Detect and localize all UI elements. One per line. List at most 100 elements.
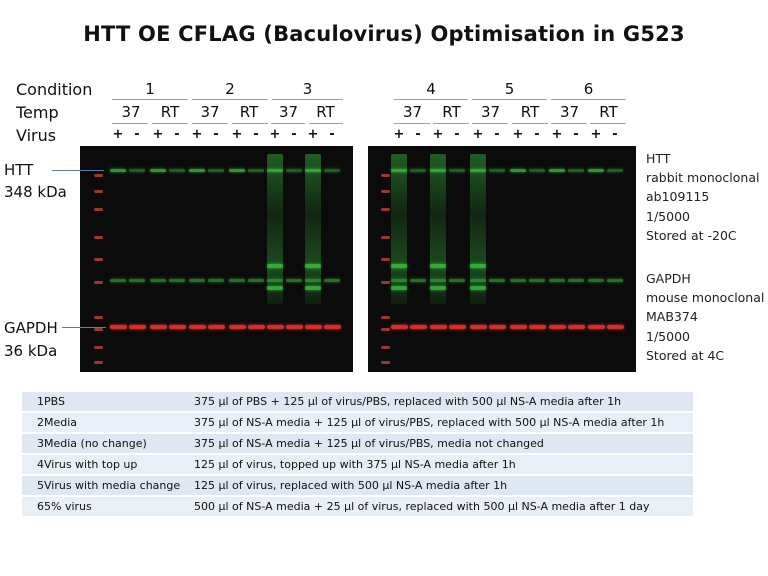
ladder-marker	[94, 328, 103, 331]
gapdh-band	[150, 325, 167, 329]
legend-row: 3 Media (no change) 375 µl of NS-A media…	[22, 434, 693, 453]
gapdh-band	[470, 325, 487, 329]
ladder-marker	[381, 328, 390, 331]
temp-underline	[512, 123, 548, 124]
legend-row: 2 Media 375 µl of NS-A media + 125 µl of…	[22, 413, 693, 432]
htt-smear	[430, 154, 446, 304]
ladder-marker	[381, 316, 390, 319]
gapdh-band	[510, 325, 527, 329]
gapdh-size-label: 36 kDa	[4, 342, 58, 360]
gapdh-antibody-target: GAPDH	[646, 271, 691, 286]
temp-row-label: Temp	[16, 103, 59, 122]
ladder-marker	[381, 236, 390, 239]
gapdh-green-band	[510, 279, 526, 282]
htt-antibody-type: rabbit monoclonal	[646, 170, 760, 186]
htt-fragment-band	[470, 286, 486, 290]
gapdh-band	[607, 325, 624, 329]
condition-6-label: 6	[583, 80, 594, 98]
virus-sign: +	[112, 127, 124, 142]
gapdh-green-band	[489, 279, 505, 282]
htt-band	[229, 169, 245, 172]
gapdh-green-band	[449, 279, 465, 282]
gapdh-label: GAPDH	[4, 319, 58, 337]
gapdh-band	[568, 325, 585, 329]
legend-condition-name: Virus with top up	[44, 455, 186, 474]
gapdh-green-band	[430, 279, 446, 282]
gapdh-green-band	[305, 279, 321, 282]
gapdh-green-band	[529, 279, 545, 282]
gapdh-green-band	[324, 279, 340, 282]
gapdh-band	[169, 325, 186, 329]
htt-band	[110, 169, 126, 172]
htt-band	[607, 169, 623, 172]
legend-condition-name: 5% virus	[44, 497, 186, 516]
ladder-marker	[94, 236, 103, 239]
gapdh-band	[305, 325, 322, 329]
htt-band	[324, 169, 340, 172]
gapdh-band	[391, 325, 408, 329]
ladder-marker	[94, 208, 103, 211]
temp-underline	[590, 123, 626, 124]
gapdh-band	[529, 325, 546, 329]
gapdh-antibody-storage: Stored at 4C	[646, 347, 725, 363]
htt-pointer-line	[52, 170, 104, 171]
blot-right-panel	[368, 146, 636, 372]
temp-label: 37	[402, 103, 423, 121]
ladder-marker	[381, 258, 390, 261]
gapdh-pointer-line	[62, 327, 106, 328]
legend-number: 5	[22, 476, 44, 495]
htt-size-label: 348 kDa	[4, 183, 67, 201]
htt-band	[248, 169, 264, 172]
htt-antibody-info: HTT rabbit monoclonal ab109115 1/5000 St…	[646, 149, 759, 245]
htt-band	[470, 169, 486, 172]
virus-sign: +	[432, 127, 444, 142]
ladder-marker	[94, 258, 103, 261]
virus-sign: -	[253, 127, 259, 142]
ladder-marker	[381, 346, 390, 349]
gapdh-band	[129, 325, 146, 329]
condition-6-underline	[551, 99, 626, 100]
htt-fragment-band	[391, 264, 407, 268]
htt-antibody-storage: Stored at -20C	[646, 227, 737, 243]
htt-band	[169, 169, 185, 172]
gapdh-green-band	[410, 279, 426, 282]
gapdh-green-band	[286, 279, 302, 282]
gapdh-band	[208, 325, 225, 329]
virus-row-label: Virus	[16, 126, 57, 145]
gapdh-green-band	[129, 279, 145, 282]
gapdh-band	[430, 325, 447, 329]
htt-fragment-band	[305, 264, 321, 268]
condition-legend-table: 1 PBS 375 µl of PBS + 125 µl of virus/PB…	[22, 390, 693, 518]
htt-band	[129, 169, 145, 172]
gapdh-band	[489, 325, 506, 329]
htt-band	[286, 169, 302, 172]
htt-smear	[305, 154, 321, 304]
gapdh-green-band	[568, 279, 584, 282]
htt-antibody-dilution: 1/5000	[646, 208, 690, 224]
condition-5-underline	[472, 99, 547, 100]
temp-label: RT	[442, 103, 461, 121]
temp-underline	[433, 123, 469, 124]
ladder-marker	[381, 281, 390, 284]
temp-label: RT	[316, 103, 335, 121]
gapdh-green-band	[470, 279, 486, 282]
temp-underline	[232, 123, 268, 124]
virus-sign: -	[174, 127, 180, 142]
condition-1-underline	[112, 99, 188, 100]
ladder-marker	[381, 208, 390, 211]
gapdh-antibody-catalog: MAB374	[646, 309, 698, 325]
temp-underline	[394, 123, 430, 124]
temp-label: RT	[520, 103, 540, 121]
virus-sign: +	[512, 127, 524, 142]
condition-4-label: 4	[426, 80, 436, 98]
virus-sign: -	[454, 127, 460, 142]
legend-row: 5 Virus with media change 125 µl of viru…	[22, 476, 693, 495]
legend-description: 125 µl of virus, topped up with 375 µl N…	[186, 455, 693, 474]
legend-number: 1	[22, 392, 44, 411]
gapdh-band	[248, 325, 265, 329]
legend-row: 4 Virus with top up 125 µl of virus, top…	[22, 455, 693, 474]
htt-band	[549, 169, 565, 172]
condition-2-label: 2	[225, 80, 235, 98]
legend-row: 1 PBS 375 µl of PBS + 125 µl of virus/PB…	[22, 392, 693, 411]
temp-label: 37	[278, 103, 299, 121]
